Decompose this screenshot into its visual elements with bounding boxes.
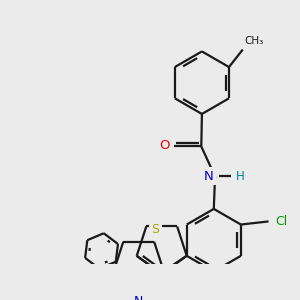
Text: CH₃: CH₃ bbox=[244, 36, 263, 46]
Text: N: N bbox=[134, 295, 143, 300]
Text: O: O bbox=[159, 139, 169, 152]
Text: Cl: Cl bbox=[275, 215, 287, 228]
Text: H: H bbox=[236, 170, 244, 183]
Text: S: S bbox=[152, 223, 159, 236]
Text: N: N bbox=[204, 170, 214, 183]
